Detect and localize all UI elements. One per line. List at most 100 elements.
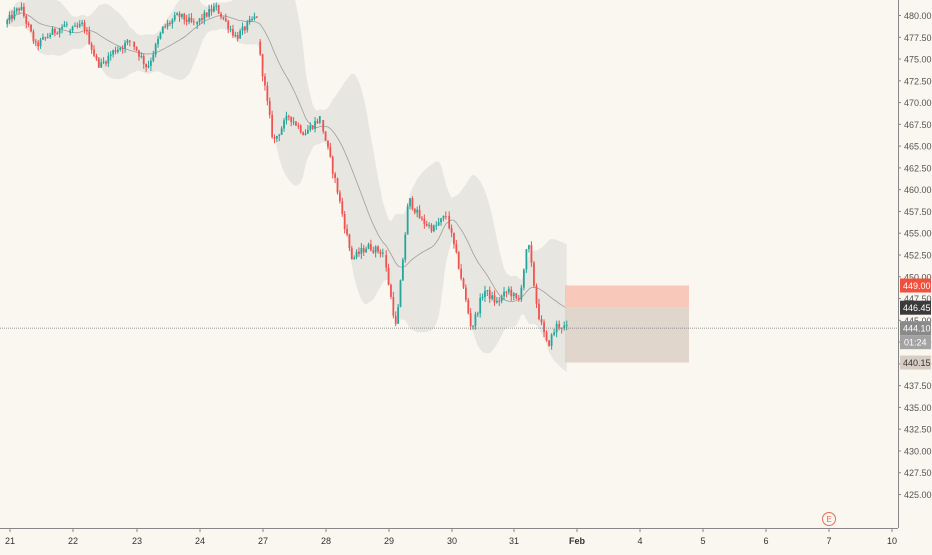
stop-loss-zone[interactable] bbox=[565, 285, 689, 308]
candle bbox=[311, 125, 314, 130]
candle-body bbox=[171, 19, 174, 24]
candle-body bbox=[147, 65, 150, 68]
candle bbox=[119, 46, 122, 52]
candle-body bbox=[481, 296, 484, 299]
candle-body bbox=[205, 12, 208, 17]
candle bbox=[253, 12, 256, 21]
candle-body bbox=[85, 29, 88, 32]
candle-body bbox=[278, 134, 281, 137]
candle bbox=[318, 116, 321, 125]
candle bbox=[109, 51, 112, 61]
candle bbox=[76, 22, 79, 29]
candle-body bbox=[453, 232, 455, 245]
candle-body bbox=[355, 251, 358, 258]
candle bbox=[421, 215, 423, 221]
candle-body bbox=[444, 216, 447, 218]
candle bbox=[399, 279, 402, 308]
candle bbox=[404, 232, 407, 263]
earnings-marker[interactable]: E bbox=[822, 512, 836, 526]
candle bbox=[299, 124, 302, 134]
candle-body bbox=[346, 228, 348, 235]
y-tick-label: 470.00 bbox=[904, 98, 932, 108]
candle-body bbox=[385, 255, 388, 268]
candle-body bbox=[227, 21, 230, 30]
candle-body bbox=[178, 13, 181, 17]
candle-body bbox=[126, 40, 129, 43]
candle bbox=[387, 263, 390, 286]
candle-body bbox=[121, 47, 124, 49]
candle bbox=[306, 124, 309, 134]
candle-body bbox=[32, 31, 35, 42]
y-tick-label: 480.00 bbox=[904, 11, 932, 21]
candle bbox=[236, 31, 239, 42]
candle bbox=[128, 39, 131, 47]
candle-body bbox=[69, 30, 72, 33]
candle bbox=[149, 57, 152, 71]
candle-body bbox=[208, 8, 211, 17]
candle bbox=[418, 205, 421, 219]
target-price-label: 440.15 bbox=[903, 358, 931, 368]
candle bbox=[486, 289, 489, 297]
candle-body bbox=[358, 251, 360, 254]
candle bbox=[78, 20, 81, 28]
candle-body bbox=[553, 332, 556, 335]
profit-target-zone[interactable] bbox=[565, 307, 689, 363]
candle-body bbox=[220, 13, 222, 17]
candle-body bbox=[234, 35, 237, 37]
candle bbox=[107, 52, 110, 68]
candle-body bbox=[102, 61, 105, 63]
candle-body bbox=[421, 218, 423, 220]
position-tool-layer[interactable] bbox=[565, 285, 689, 363]
candle bbox=[180, 13, 183, 20]
markers-layer[interactable]: E bbox=[822, 512, 836, 526]
candle-body bbox=[503, 291, 505, 297]
candle-body bbox=[201, 18, 203, 20]
candle bbox=[472, 325, 474, 330]
candle-body bbox=[56, 32, 59, 34]
candle bbox=[372, 246, 375, 255]
candle-body bbox=[114, 50, 117, 52]
candle-body bbox=[428, 224, 431, 226]
candle-body bbox=[88, 31, 91, 45]
candle-body bbox=[71, 26, 74, 31]
candle-body bbox=[460, 268, 463, 279]
candle bbox=[154, 42, 157, 58]
candle bbox=[241, 22, 244, 36]
candle-body bbox=[507, 288, 510, 293]
candle-body bbox=[418, 209, 421, 219]
candle bbox=[314, 116, 316, 133]
candle-body bbox=[476, 313, 479, 315]
candle bbox=[481, 293, 484, 301]
candle bbox=[212, 2, 215, 13]
candle bbox=[474, 311, 477, 330]
candle bbox=[285, 111, 288, 125]
candle-body bbox=[486, 290, 489, 292]
candle bbox=[453, 232, 455, 249]
candle bbox=[37, 39, 40, 51]
candle-body bbox=[27, 23, 30, 25]
candle-body bbox=[39, 39, 42, 47]
candle-body bbox=[392, 296, 395, 316]
candle bbox=[464, 284, 467, 303]
candle bbox=[331, 155, 334, 179]
candle-body bbox=[224, 18, 227, 22]
candle bbox=[243, 25, 246, 34]
candle bbox=[365, 246, 368, 253]
price-labels-layer: 449.00 446.45 444.10 01:24 440.15 bbox=[900, 278, 931, 370]
candle bbox=[362, 244, 365, 256]
stop-price-label-bg bbox=[900, 278, 931, 293]
candle-body bbox=[119, 47, 122, 50]
candle-body bbox=[232, 29, 234, 36]
countdown-bg bbox=[900, 335, 931, 350]
candle-body bbox=[251, 19, 253, 21]
candle bbox=[390, 283, 392, 300]
candle bbox=[275, 135, 278, 142]
candle bbox=[157, 36, 159, 48]
candle bbox=[558, 320, 561, 331]
candle bbox=[416, 206, 419, 218]
candle bbox=[533, 260, 535, 288]
candle bbox=[423, 214, 426, 229]
